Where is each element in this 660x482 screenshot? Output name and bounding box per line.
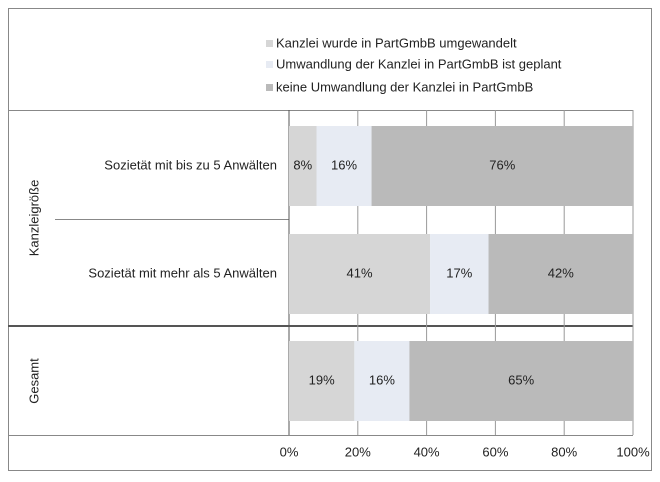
x-tick-label: 20% <box>345 444 371 459</box>
category-label: Sozietät mit mehr als 5 Anwälten <box>88 265 277 280</box>
value-label: 42% <box>548 265 574 280</box>
x-tick-label: 80% <box>551 444 577 459</box>
legend-label: Umwandlung der Kanzlei in PartGmbB ist g… <box>276 56 562 71</box>
bar-segment <box>289 126 317 206</box>
bar-segment <box>289 234 431 314</box>
x-tick-label: 0% <box>280 444 299 459</box>
frame <box>8 8 652 471</box>
bar-segment <box>430 234 489 314</box>
value-label: 16% <box>369 372 395 387</box>
legend-swatch <box>266 61 273 68</box>
value-label: 8% <box>293 157 312 172</box>
group-label: Gesamt <box>26 358 41 404</box>
legend-label: keine Umwandlung der Kanzlei in PartGmbB <box>276 79 533 94</box>
bar-segment <box>316 126 372 206</box>
legend-swatch <box>266 84 273 91</box>
value-label: 19% <box>309 372 335 387</box>
category-label: Sozietät mit bis zu 5 Anwälten <box>104 157 277 172</box>
value-label: 16% <box>331 157 357 172</box>
value-label: 76% <box>489 157 515 172</box>
value-label: 41% <box>347 265 373 280</box>
x-tick-label: 40% <box>414 444 440 459</box>
bar-segment <box>409 341 633 421</box>
bar-segment <box>289 341 355 421</box>
value-label: 65% <box>508 372 534 387</box>
bar-segment <box>371 126 633 206</box>
bar-segment <box>488 234 633 314</box>
x-tick-label: 60% <box>482 444 508 459</box>
legend-swatch <box>266 40 273 47</box>
x-tick-label: 100% <box>616 444 650 459</box>
bar-segment <box>354 341 410 421</box>
group-label: Kanzleigröße <box>26 180 41 257</box>
value-label: 17% <box>446 265 472 280</box>
legend-label: Kanzlei wurde in PartGmbB umgewandelt <box>276 35 517 50</box>
